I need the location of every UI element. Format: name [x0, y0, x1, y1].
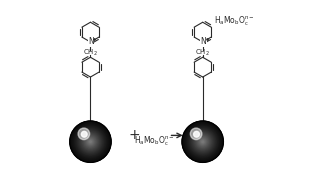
Circle shape — [90, 141, 91, 143]
Circle shape — [83, 134, 98, 150]
Circle shape — [80, 131, 101, 152]
Circle shape — [83, 134, 98, 149]
Circle shape — [194, 133, 211, 150]
Circle shape — [187, 126, 218, 157]
Circle shape — [81, 131, 87, 137]
Circle shape — [89, 140, 92, 143]
Circle shape — [195, 134, 211, 150]
Circle shape — [191, 130, 215, 153]
Circle shape — [88, 139, 93, 144]
Circle shape — [190, 129, 215, 154]
Circle shape — [79, 130, 102, 153]
Circle shape — [183, 122, 223, 162]
Circle shape — [70, 121, 111, 162]
Circle shape — [196, 134, 210, 149]
Circle shape — [90, 141, 91, 142]
Circle shape — [85, 136, 96, 147]
Circle shape — [76, 127, 105, 156]
Text: $\mathrm{H_aMo_bO_c^{n-}}$: $\mathrm{H_aMo_bO_c^{n-}}$ — [214, 15, 255, 28]
Circle shape — [88, 140, 92, 144]
Circle shape — [70, 122, 110, 162]
Circle shape — [74, 125, 107, 158]
Circle shape — [194, 131, 199, 137]
Circle shape — [78, 128, 90, 140]
Circle shape — [80, 131, 101, 153]
Circle shape — [82, 133, 99, 150]
Text: N: N — [88, 37, 94, 46]
Circle shape — [75, 126, 106, 158]
Circle shape — [193, 131, 213, 152]
Circle shape — [197, 136, 208, 147]
Circle shape — [197, 136, 209, 148]
Circle shape — [76, 127, 105, 157]
Text: $\mathrm{H_aMo_bO_c^{n-}}$: $\mathrm{H_aMo_bO_c^{n-}}$ — [134, 134, 175, 148]
Circle shape — [77, 128, 104, 155]
Circle shape — [85, 136, 95, 147]
Circle shape — [79, 130, 102, 153]
Circle shape — [189, 128, 217, 156]
Circle shape — [78, 129, 103, 155]
Circle shape — [84, 135, 97, 148]
Circle shape — [193, 132, 212, 151]
Circle shape — [76, 128, 105, 156]
Circle shape — [75, 126, 106, 157]
Circle shape — [183, 122, 222, 161]
Text: N: N — [200, 37, 206, 46]
Text: +: + — [129, 128, 140, 142]
Circle shape — [71, 122, 110, 161]
Circle shape — [73, 125, 107, 159]
Circle shape — [78, 129, 103, 154]
Circle shape — [188, 127, 218, 157]
Text: CH$_2$: CH$_2$ — [195, 48, 210, 58]
Circle shape — [186, 125, 219, 158]
Circle shape — [192, 131, 213, 153]
Circle shape — [194, 133, 212, 150]
Circle shape — [80, 132, 100, 151]
Circle shape — [187, 126, 219, 158]
Circle shape — [84, 136, 97, 148]
Circle shape — [193, 132, 212, 151]
Text: CH$_2$: CH$_2$ — [83, 48, 98, 58]
Circle shape — [201, 140, 204, 143]
Circle shape — [87, 139, 94, 145]
Circle shape — [198, 137, 207, 146]
Circle shape — [82, 133, 99, 150]
Circle shape — [202, 141, 204, 143]
Circle shape — [191, 130, 214, 153]
Circle shape — [198, 138, 207, 146]
Circle shape — [72, 124, 109, 160]
Circle shape — [202, 141, 203, 142]
Circle shape — [182, 121, 223, 162]
Circle shape — [87, 138, 94, 145]
Circle shape — [71, 123, 110, 161]
Circle shape — [200, 139, 206, 145]
Circle shape — [73, 124, 108, 159]
Circle shape — [200, 139, 205, 144]
Circle shape — [184, 123, 221, 160]
Circle shape — [81, 132, 100, 151]
Circle shape — [183, 123, 222, 161]
Circle shape — [189, 128, 216, 155]
Circle shape — [190, 128, 202, 140]
Circle shape — [190, 129, 216, 155]
Circle shape — [199, 138, 206, 145]
Circle shape — [201, 140, 205, 144]
Circle shape — [197, 136, 208, 147]
Circle shape — [186, 125, 220, 159]
Circle shape — [72, 123, 109, 160]
Circle shape — [188, 127, 217, 156]
Circle shape — [86, 138, 95, 146]
Circle shape — [196, 135, 209, 148]
Circle shape — [86, 137, 95, 146]
Circle shape — [185, 124, 220, 159]
Circle shape — [185, 124, 221, 160]
